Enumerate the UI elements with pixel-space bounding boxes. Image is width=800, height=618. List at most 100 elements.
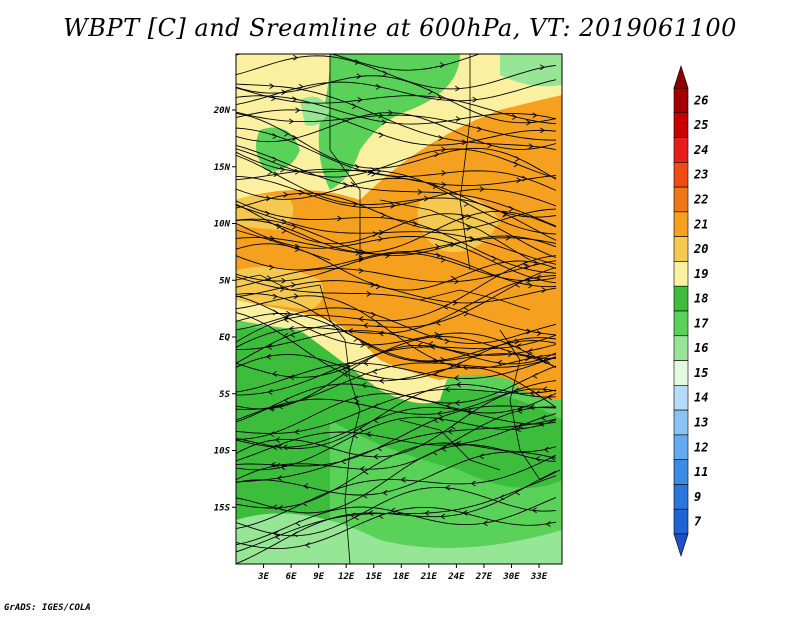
streamline-arrow xyxy=(442,303,448,310)
streamline xyxy=(236,293,557,368)
streamline-arrow xyxy=(542,386,548,393)
streamline-arrow xyxy=(288,118,295,125)
streamline-arrow xyxy=(279,286,286,292)
streamline-arrow xyxy=(283,316,289,323)
streamline-arrow xyxy=(434,151,440,158)
streamline-arrow xyxy=(304,542,310,548)
streamline-arrow xyxy=(436,410,443,417)
streamline-arrow xyxy=(461,139,468,146)
streamline-arrow xyxy=(362,322,369,329)
streamline-arrow xyxy=(303,483,309,489)
streamline-arrow xyxy=(373,403,379,409)
colorbar-label: 24 xyxy=(693,143,708,157)
streamline-arrow xyxy=(417,342,423,349)
streamline-arrow xyxy=(276,223,282,230)
streamline-arrow xyxy=(454,278,460,285)
streamlines xyxy=(236,44,557,564)
streamline-arrow xyxy=(514,489,521,496)
streamline-arrow xyxy=(534,390,540,397)
streamline-arrow xyxy=(266,275,272,282)
streamline xyxy=(236,177,557,218)
streamline-arrow xyxy=(382,70,388,77)
streamline-arrow xyxy=(269,404,275,411)
streamline xyxy=(236,413,557,462)
streamline-arrow xyxy=(539,64,546,71)
streamline xyxy=(236,218,557,257)
streamline-arrow xyxy=(351,103,357,110)
streamline-arrow xyxy=(267,169,273,175)
streamline-arrow xyxy=(455,361,462,368)
streamline xyxy=(236,336,556,378)
streamline-arrow xyxy=(470,480,476,487)
lon-tick-label: 30E xyxy=(502,572,520,582)
colorbar-swatch xyxy=(673,211,689,237)
streamline-arrow xyxy=(435,320,441,326)
streamline-arrow xyxy=(275,462,281,469)
streamline-arrow xyxy=(513,161,519,168)
streamline-arrow xyxy=(277,444,283,450)
streamline xyxy=(236,154,557,241)
streamline-arrow xyxy=(291,223,297,230)
streamline-arrow xyxy=(272,156,278,163)
streamline-arrow xyxy=(381,119,387,126)
streamline-arrow xyxy=(511,114,518,120)
streamline xyxy=(236,392,557,440)
streamline-arrow xyxy=(372,368,378,375)
streamline-arrow xyxy=(518,422,524,429)
lat-tick-label: 10S xyxy=(214,447,231,457)
streamline-arrow xyxy=(455,116,461,122)
colorbar-label: 12 xyxy=(694,440,708,454)
streamline-arrow xyxy=(273,530,279,537)
streamline-arrow xyxy=(373,417,379,424)
streamline-arrow xyxy=(539,127,546,134)
streamline-arrow xyxy=(298,189,305,196)
streamline-arrow xyxy=(533,259,539,266)
colorbar-label: 19 xyxy=(694,267,708,281)
lat-tick-label: EQ xyxy=(219,333,230,343)
streamline-arrow xyxy=(292,135,298,141)
colorbar-label: 14 xyxy=(694,391,708,405)
streamline-arrow xyxy=(517,408,523,414)
streamline-arrow xyxy=(272,504,278,511)
streamline-arrow xyxy=(417,189,423,195)
colorbar-swatch xyxy=(673,360,689,386)
streamline-arrow xyxy=(272,44,276,49)
map-frame xyxy=(235,53,563,565)
streamline-arrow xyxy=(272,293,278,300)
streamline-arrow xyxy=(482,520,488,527)
streamline xyxy=(236,127,557,191)
streamline-arrow xyxy=(271,444,278,451)
streamline-arrow xyxy=(295,107,301,114)
streamline-arrow xyxy=(470,236,476,243)
streamline-arrow xyxy=(343,182,349,188)
colorbar-label: 16 xyxy=(694,341,708,355)
streamline-arrow xyxy=(271,371,277,377)
colorbar-swatch xyxy=(673,261,689,287)
lon-tick-label: 12E xyxy=(338,572,355,582)
streamline-arrow xyxy=(337,215,343,222)
streamline-arrow xyxy=(424,510,430,517)
streamline-arrow xyxy=(529,404,535,410)
streamline xyxy=(236,75,557,124)
streamline-arrow xyxy=(466,225,472,231)
streamline-arrow xyxy=(454,400,460,406)
streamline-arrow xyxy=(535,274,542,281)
streamline xyxy=(236,418,557,483)
streamline-arrow xyxy=(375,84,382,90)
streamline-arrow xyxy=(390,202,396,209)
streamline xyxy=(236,204,557,265)
streamline xyxy=(236,470,557,564)
streamline xyxy=(236,54,481,71)
colorbar-label: 23 xyxy=(693,168,708,182)
streamline-arrow xyxy=(527,348,533,354)
streamline xyxy=(236,210,557,253)
streamline-arrow xyxy=(293,54,299,61)
streamline xyxy=(236,192,557,231)
streamline-arrow xyxy=(433,417,439,423)
streamline-arrow xyxy=(361,382,367,389)
colorbar-bottom-arrow xyxy=(673,533,689,557)
streamline-arrow xyxy=(370,167,376,173)
streamline xyxy=(236,405,557,467)
map-title: WBPT [C] and Sreamline at 600hPa, VT: 20… xyxy=(63,14,737,42)
lon-tick-label: 27E xyxy=(475,572,493,582)
